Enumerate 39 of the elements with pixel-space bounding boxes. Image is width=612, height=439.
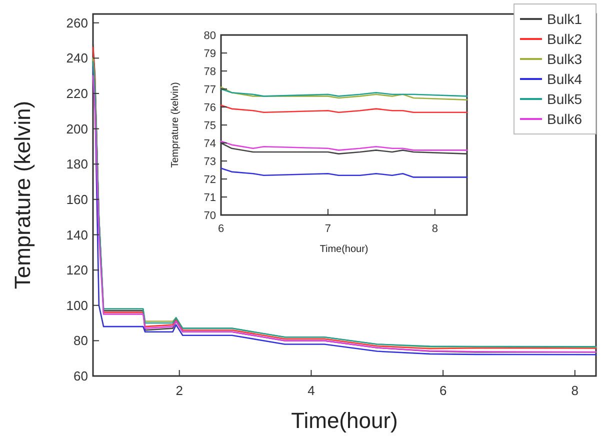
x-tick-label: 2 (176, 383, 183, 398)
x-axis-title: Time(hour) (291, 408, 398, 433)
x-tick-label: 4 (308, 383, 315, 398)
legend-label: Bulk1 (547, 11, 582, 27)
y-tick-label: 75 (204, 120, 216, 132)
x-tick-label: 8 (432, 223, 438, 235)
y-tick-label: 220 (66, 86, 88, 102)
y-tick-label: 77 (204, 84, 216, 96)
y-tick-label: 71 (204, 192, 216, 204)
legend-label: Bulk2 (547, 31, 582, 47)
y-tick-label: 260 (66, 15, 88, 30)
y-tick-label: 120 (66, 262, 88, 278)
y-tick-label: 140 (66, 227, 88, 242)
y-tick-label: 79 (204, 48, 216, 60)
y-tick-label: 78 (204, 66, 216, 78)
legend-label: Bulk5 (547, 91, 582, 107)
legend-label: Bulk4 (547, 71, 582, 87)
y-tick-label: 73 (204, 156, 216, 168)
y-tick-label: 80 (204, 30, 216, 42)
y-tick-label: 160 (66, 192, 88, 207)
y-tick-label: 70 (204, 210, 216, 222)
y-tick-label: 240 (66, 50, 88, 66)
y-axis-title: Temprature (kelvin) (170, 82, 181, 168)
x-axis-title: Time(hour) (320, 244, 368, 255)
y-tick-label: 76 (204, 102, 216, 114)
y-tick-label: 180 (66, 156, 88, 172)
y-tick-label: 80 (74, 333, 88, 348)
x-tick-label: 6 (218, 223, 224, 235)
x-tick-label: 8 (571, 383, 579, 398)
y-axis-title: Temprature (kelvin) (10, 100, 35, 290)
legend-label: Bulk6 (547, 111, 582, 127)
legend-label: Bulk3 (547, 51, 582, 67)
y-tick-label: 200 (66, 121, 88, 136)
y-tick-label: 74 (204, 138, 216, 150)
y-tick-label: 72 (204, 174, 216, 186)
y-tick-label: 100 (66, 298, 88, 313)
x-tick-label: 7 (324, 223, 332, 235)
x-tick-label: 6 (439, 383, 447, 398)
y-tick-label: 60 (74, 368, 88, 384)
